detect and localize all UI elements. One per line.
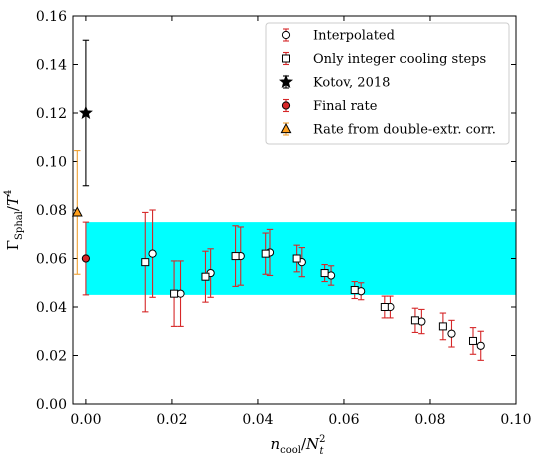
- series-3: [81, 221, 91, 296]
- legend-label: Interpolated: [313, 29, 395, 44]
- y-tick-label: 0.04: [36, 300, 67, 316]
- y-tick-label: 0.06: [36, 252, 67, 268]
- data-point: [438, 322, 447, 331]
- data-point: [261, 249, 270, 258]
- y-tick-label: 0.10: [36, 155, 67, 171]
- y-tick-label: 0.00: [36, 397, 67, 413]
- legend-marker: [280, 122, 292, 134]
- data-point: [148, 249, 157, 258]
- y-tick-label: 0.16: [36, 9, 67, 25]
- series-layer: [71, 39, 485, 361]
- x-tick-label: 0.06: [328, 412, 359, 428]
- legend: Interpolated Only integer cooling steps Ko…: [265, 22, 510, 145]
- series-2: [78, 39, 93, 187]
- data-point: [71, 206, 83, 217]
- series-0: [148, 209, 485, 361]
- data-point: [468, 336, 477, 345]
- data-point: [78, 105, 93, 119]
- data-point: [201, 272, 210, 281]
- legend-marker: [281, 30, 291, 40]
- x-tick-label: 0.08: [414, 412, 445, 428]
- y-tick-label: 0.02: [36, 349, 67, 365]
- legend-item: Final rate: [281, 98, 378, 114]
- legend-label: Only integer cooling steps: [313, 52, 486, 67]
- data-point: [292, 254, 301, 263]
- data-point: [81, 254, 91, 263]
- series-1: [141, 211, 477, 355]
- legend-item: Only integer cooling steps: [282, 51, 486, 67]
- data-point: [170, 289, 179, 298]
- legend-label: Final rate: [313, 99, 378, 114]
- data-point: [141, 258, 150, 267]
- y-axis-label: ΓSphal/T4: [3, 190, 25, 251]
- legend-marker: [281, 101, 291, 110]
- x-tick-label: 0.00: [70, 412, 101, 428]
- x-tick-label: 0.10: [500, 412, 531, 428]
- legend-item: Rate from double-extr. corr.: [280, 122, 496, 138]
- data-point: [447, 329, 456, 338]
- legend-box: [265, 22, 510, 145]
- y-tick-label: 0.12: [36, 106, 67, 122]
- legend-item: Interpolated: [281, 28, 395, 44]
- data-point: [350, 286, 359, 295]
- data-point: [380, 303, 389, 311]
- y-tick-label: 0.08: [36, 203, 67, 219]
- series-4: [71, 150, 83, 275]
- x-tick-label: 0.04: [242, 412, 273, 428]
- legend-marker: [282, 54, 290, 63]
- plot-frame: [72, 15, 517, 405]
- legend-label: Rate from double-extr. corr.: [313, 123, 496, 138]
- data-point: [320, 269, 329, 278]
- data-point: [476, 341, 485, 350]
- data-point: [410, 316, 419, 325]
- x-tick-label: 0.02: [156, 412, 187, 428]
- ticks-layer: 0.00 0.02 0.04 0.06 0.08 0.10 0.12 0.14 0.16 0.00…: [36, 9, 532, 428]
- legend-marker: [278, 74, 294, 88]
- legend-label: Kotov, 2018: [313, 76, 390, 91]
- data-point: [231, 252, 240, 261]
- legend-item: Kotov, 2018: [278, 74, 390, 91]
- y-tick-label: 0.14: [36, 58, 67, 74]
- x-axis-label: ncool/N2 t: [270, 434, 325, 457]
